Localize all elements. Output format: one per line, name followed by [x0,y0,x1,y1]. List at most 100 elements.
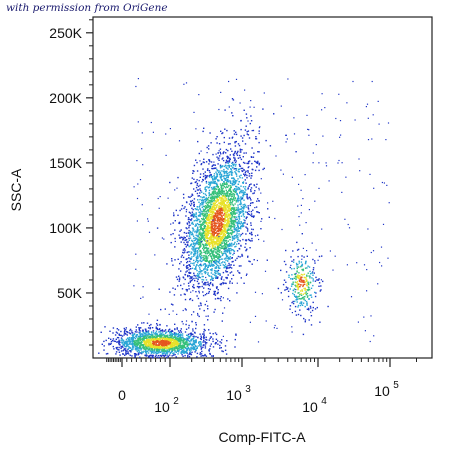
event-dot [193,214,196,216]
event-dot [193,164,196,167]
event-dot [199,256,202,258]
event-dot [220,236,222,239]
event-dot [222,350,224,353]
event-dot [153,339,155,342]
event-dot [306,255,308,257]
event-dot [170,330,172,333]
event-dot [233,236,235,238]
event-dot [194,208,196,210]
event-dot [231,200,234,202]
event-dot [159,336,161,338]
event-dot [246,177,248,179]
event-dot [198,248,200,250]
event-dot [217,212,219,215]
event-dot [205,207,207,209]
event-dot [192,242,195,244]
event-dot [211,263,213,265]
event-dot [211,177,214,180]
event-dot [125,338,128,341]
event-dot [239,156,241,159]
event-dot [232,220,234,222]
event-dot [188,221,190,223]
event-dot [174,349,176,351]
event-dot [193,188,195,190]
event-dot [242,214,245,216]
event-dot [256,166,258,168]
event-dot [217,261,219,263]
event-dot [208,329,210,331]
event-dot [197,259,199,262]
event-dot [241,177,244,179]
event-dot [222,187,224,190]
event-dot [178,234,180,236]
event-dot [234,241,236,244]
event-dot [243,199,245,201]
event-dot [167,334,169,336]
event-dot [191,351,193,353]
event-dot [239,148,242,150]
event-dot [318,255,321,258]
event-dot [211,245,213,247]
event-dot [204,247,206,249]
event-dot [230,196,233,198]
event-dot [216,277,218,279]
event-dot [204,222,206,224]
event-dot [225,215,227,217]
event-dot [213,311,215,313]
event-dot [159,345,161,348]
event-dot [180,229,182,231]
event-dot [216,239,218,242]
event-dot [302,333,305,336]
event-dot [133,342,136,344]
event-dot [237,195,239,197]
event-dot [183,349,185,351]
event-dot [213,204,215,206]
event-dot [149,327,151,330]
event-dot [233,183,236,186]
event-dot [171,335,173,337]
event-dot [257,151,259,153]
event-dot [237,143,240,145]
event-dot [187,274,189,277]
event-dot [188,229,190,232]
event-dot [204,214,206,216]
event-dot [304,321,306,323]
event-dot [195,212,197,214]
event-dot [217,256,219,258]
event-dot [203,161,205,164]
event-dot [250,187,253,189]
event-dot [105,339,107,342]
event-dot [207,227,209,229]
event-dot [196,254,199,256]
event-dot [223,141,225,144]
event-dot [206,221,208,224]
event-dot [241,192,243,194]
event-dot [231,183,233,185]
event-dot [218,207,220,210]
event-dot [213,254,215,256]
event-dot [139,331,141,334]
event-dot [188,275,191,277]
event-dot [182,342,185,344]
event-dot [229,180,231,182]
event-dot [176,335,178,338]
event-dot [188,218,190,221]
event-dot [227,165,229,167]
event-dot [202,238,205,241]
event-dot [162,338,164,340]
event-dot [197,238,200,240]
event-dot [256,183,258,185]
event-dot [221,158,223,160]
event-dot [127,344,129,346]
event-dot [224,252,226,254]
event-dot [220,247,222,250]
event-dot [179,230,181,232]
event-dot [201,206,203,208]
event-dot [231,257,233,259]
event-dot [258,162,261,165]
event-dot [210,275,212,278]
event-dot [213,193,215,196]
event-dot [202,341,204,343]
event-dot [243,169,245,171]
event-dot [168,349,170,351]
